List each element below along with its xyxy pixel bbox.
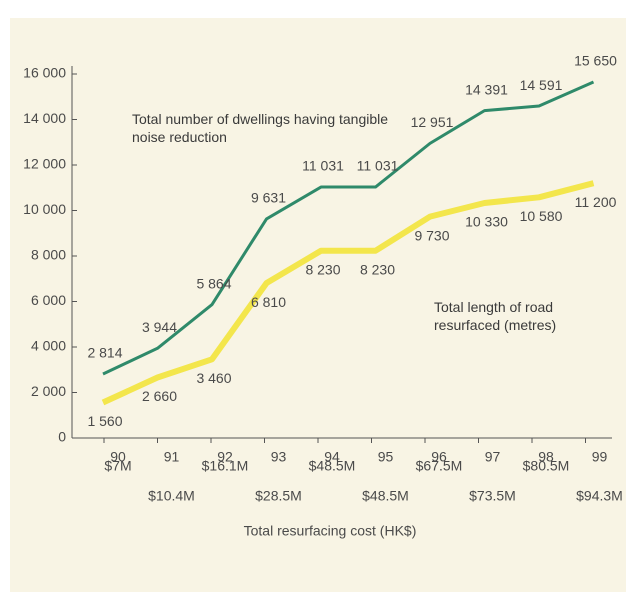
data-label: 1 560 — [87, 413, 122, 429]
data-label: 3 460 — [196, 370, 231, 386]
data-label: 12 951 — [411, 114, 454, 130]
cost-label: $73.5M — [469, 488, 516, 504]
x-tick-label: 91 — [164, 449, 180, 465]
data-label: 8 230 — [305, 261, 340, 277]
data-label: 11 200 — [575, 194, 617, 210]
data-label: 10 580 — [520, 208, 563, 224]
cost-label: $7M — [104, 458, 131, 474]
x-tick-label: 90 — [110, 449, 126, 465]
x-tick-label: 95 — [378, 449, 394, 465]
x-tick-label: 94 — [324, 449, 340, 465]
y-tick-label: 4 000 — [31, 338, 66, 354]
data-label: 15 650 — [574, 53, 617, 69]
cost-label: $16.1M — [202, 458, 249, 474]
cost-label: $67.5M — [416, 458, 463, 474]
data-label: 3 944 — [142, 319, 177, 335]
cost-label: $94.3M — [576, 488, 623, 504]
annotation: Total length of road resurfaced (metres) — [434, 299, 557, 333]
y-tick-label: 12 000 — [23, 156, 66, 172]
data-label: 2 814 — [87, 345, 122, 361]
y-tick-label: 6 000 — [31, 292, 66, 308]
cost-label: $10.4M — [148, 488, 195, 504]
data-label: 10 330 — [465, 214, 508, 230]
y-tick-label: 0 — [58, 429, 66, 445]
data-label: 11 031 — [302, 158, 344, 174]
x-tick-label: 96 — [431, 449, 447, 465]
data-label: 9 631 — [251, 190, 286, 206]
data-label: 5 864 — [196, 275, 231, 291]
x-tick-label: 99 — [592, 449, 608, 465]
x-tick-label: 98 — [538, 449, 554, 465]
x-tick-label: 93 — [271, 449, 287, 465]
cost-label: $28.5M — [255, 488, 302, 504]
series-line — [101, 180, 595, 406]
y-tick-label: 14 000 — [23, 110, 66, 126]
series-line — [102, 80, 595, 376]
data-label: 14 591 — [520, 77, 563, 93]
y-tick-label: 2 000 — [31, 383, 66, 399]
background — [10, 18, 626, 592]
cost-label: $48.5M — [309, 458, 356, 474]
data-label: 9 730 — [414, 227, 449, 243]
x-axis-title: Total resurfacing cost (HK$) — [244, 523, 417, 539]
y-tick-label: 16 000 — [23, 65, 66, 81]
cost-label: $80.5M — [523, 458, 570, 474]
data-label: 14 391 — [465, 81, 508, 97]
x-tick-label: 97 — [485, 449, 501, 465]
data-label: 8 230 — [360, 261, 395, 277]
y-tick-label: 10 000 — [23, 201, 66, 217]
annotation: Total number of dwellings having tangibl… — [132, 111, 389, 145]
data-label: 11 031 — [357, 158, 399, 174]
data-label: 2 660 — [142, 388, 177, 404]
y-tick-label: 8 000 — [31, 247, 66, 263]
data-label: 6 810 — [251, 294, 286, 310]
cost-label: $48.5M — [362, 488, 409, 504]
x-tick-label: 92 — [217, 449, 233, 465]
